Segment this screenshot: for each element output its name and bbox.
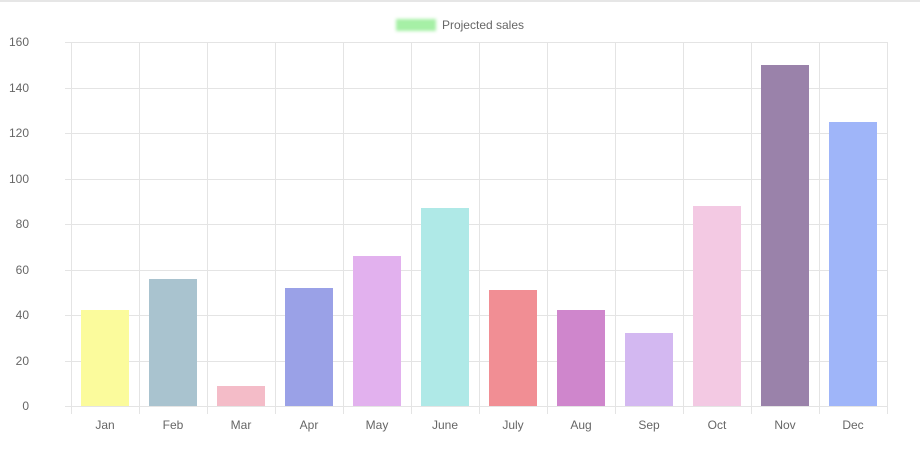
y-tick-label: 120 bbox=[8, 126, 29, 140]
x-tick-label: July bbox=[502, 418, 524, 432]
bar-dec[interactable] bbox=[829, 121, 877, 406]
bar-may[interactable] bbox=[353, 255, 401, 406]
x-tick-label: Oct bbox=[707, 418, 727, 432]
gridline-horizontal bbox=[65, 42, 887, 43]
bar-jan[interactable] bbox=[81, 310, 129, 406]
legend-label: Projected sales bbox=[441, 18, 525, 32]
bar-aug[interactable] bbox=[557, 310, 605, 406]
legend-swatch bbox=[395, 19, 436, 31]
gridline-horizontal bbox=[65, 133, 887, 134]
x-tick-label: Apr bbox=[299, 418, 319, 432]
x-tick-label: Aug bbox=[570, 418, 592, 432]
x-tick-label: Dec bbox=[842, 418, 864, 432]
top-border bbox=[0, 0, 920, 2]
bar-nov[interactable] bbox=[761, 64, 809, 406]
plot-area: 0 20 40 60 80 100 120 140 160 bbox=[9, 35, 888, 414]
gridline-vertical bbox=[207, 42, 208, 414]
y-tick-label: 20 bbox=[15, 353, 29, 368]
gridline-vertical bbox=[547, 42, 548, 414]
y-tick-label: 100 bbox=[8, 171, 29, 186]
gridline-vertical bbox=[751, 42, 752, 414]
gridline-horizontal bbox=[65, 269, 887, 271]
bar-mar[interactable] bbox=[217, 385, 265, 406]
x-tick-label: Jan bbox=[95, 418, 115, 432]
gridline-horizontal bbox=[65, 315, 887, 316]
y-tick-label: 160 bbox=[8, 35, 29, 49]
gridline-vertical bbox=[343, 42, 344, 414]
bar-june[interactable] bbox=[421, 208, 469, 406]
gridline-vertical bbox=[615, 42, 616, 414]
y-tick-label: 40 bbox=[15, 308, 29, 322]
gridline-horizontal bbox=[65, 406, 887, 407]
bar-july[interactable] bbox=[489, 289, 537, 406]
gridline-horizontal bbox=[65, 224, 887, 225]
x-tick-label: Nov bbox=[774, 418, 796, 432]
y-tick-label: 60 bbox=[15, 262, 29, 277]
bar-oct[interactable] bbox=[693, 205, 741, 406]
bar-apr[interactable] bbox=[285, 287, 333, 406]
gridline-horizontal bbox=[65, 87, 887, 89]
chart-legend[interactable]: Projected sales bbox=[0, 18, 920, 32]
x-tick-label: Mar bbox=[230, 418, 252, 432]
gridline-horizontal bbox=[65, 178, 887, 180]
bar-sep[interactable] bbox=[625, 333, 673, 406]
gridline-vertical bbox=[887, 42, 888, 414]
x-tick-label: May bbox=[365, 418, 389, 432]
y-tick-label: 140 bbox=[8, 80, 29, 95]
y-tick-label: 0 bbox=[22, 399, 29, 413]
gridline-vertical bbox=[479, 42, 480, 414]
gridline-horizontal bbox=[65, 360, 887, 362]
gridline-vertical bbox=[683, 42, 684, 414]
gridline-vertical bbox=[275, 42, 276, 414]
bar-feb[interactable] bbox=[149, 278, 197, 406]
x-tick-label: Sep bbox=[638, 418, 660, 432]
gridline-vertical bbox=[411, 42, 412, 414]
y-tick-label: 80 bbox=[15, 217, 29, 231]
gridline-vertical bbox=[819, 42, 820, 414]
x-tick-label: June bbox=[431, 418, 459, 432]
gridline-vertical bbox=[139, 42, 140, 414]
x-tick-label: Feb bbox=[162, 418, 184, 432]
gridline-vertical bbox=[71, 42, 72, 414]
